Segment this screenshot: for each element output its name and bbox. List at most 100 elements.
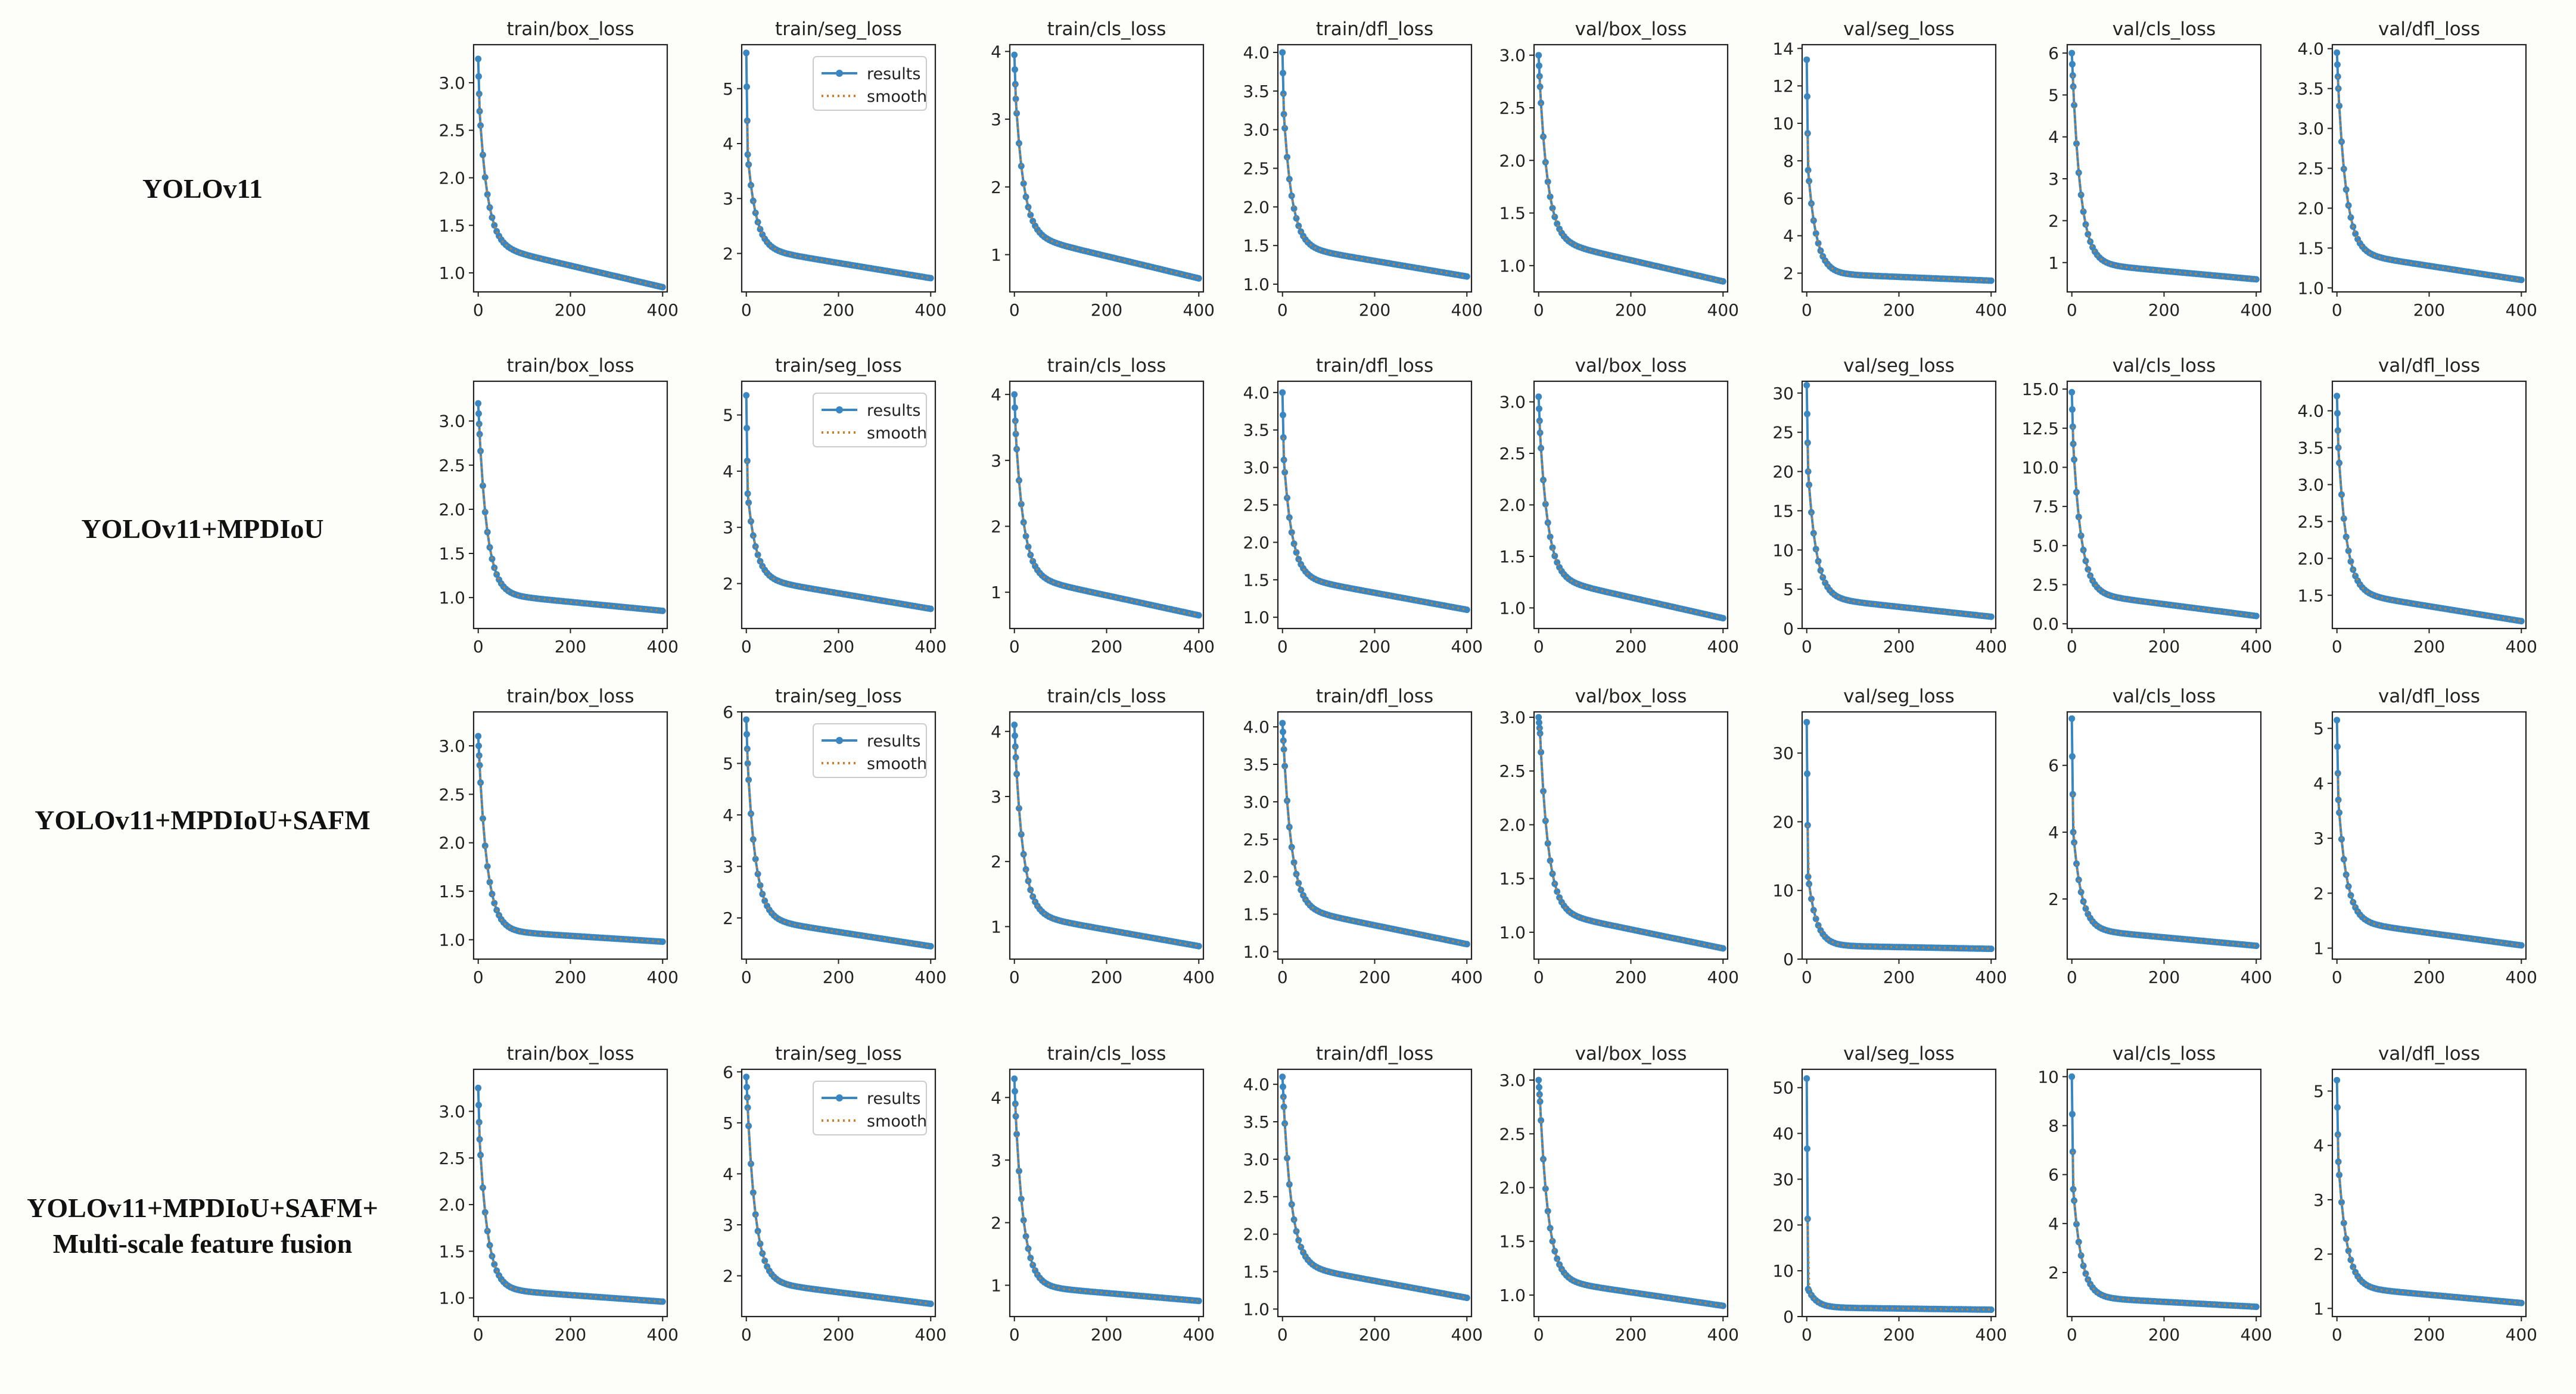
x-tick-label: 200 <box>1615 300 1647 320</box>
x-tick-label: 200 <box>2413 637 2445 656</box>
results-point <box>1547 857 1554 864</box>
x-tick-label: 0 <box>741 967 752 987</box>
results-point <box>2077 532 2085 539</box>
results-point <box>1808 509 1815 516</box>
y-tick-label: 1.0 <box>1499 923 1526 942</box>
results-point <box>2334 1076 2341 1084</box>
legend-smooth-label: smooth <box>867 88 927 106</box>
results-point <box>2340 1219 2347 1227</box>
plot-frame <box>472 1068 668 1318</box>
results-point <box>745 776 752 783</box>
y-tick-label: 3.0 <box>1499 708 1526 727</box>
y-tick-label: 3 <box>723 518 733 537</box>
plot-frame <box>2066 1068 2262 1318</box>
y-tick-label: 4.0 <box>2297 39 2324 59</box>
results-point <box>1812 915 1819 922</box>
smooth-series-line <box>2071 427 2255 617</box>
results-point <box>743 425 750 432</box>
results-point <box>1535 1076 1542 1084</box>
results-point <box>2352 230 2359 237</box>
smooth-series-line <box>2337 1134 2521 1304</box>
results-point <box>1290 540 1298 547</box>
results-point <box>1536 719 1542 726</box>
results-point <box>761 897 769 904</box>
results-point <box>1544 1208 1551 1215</box>
x-tick-label: 200 <box>2413 1325 2445 1345</box>
smooth-series-line <box>1282 1097 1466 1299</box>
plot-frame <box>1277 380 1473 630</box>
results-point <box>1554 888 1561 895</box>
chart-title: train/dfl_loss <box>1316 1043 1433 1065</box>
y-tick-label: 8 <box>1783 151 1794 171</box>
x-tick-label: 400 <box>2506 637 2537 656</box>
y-tick-label: 10 <box>1772 881 1794 901</box>
results-point <box>1012 95 1019 102</box>
smooth-series-line <box>1538 728 1722 950</box>
y-tick-label: 3.0 <box>1243 120 1270 140</box>
results-point <box>484 1228 491 1234</box>
x-tick-label: 400 <box>647 967 679 987</box>
results-point <box>1542 500 1549 508</box>
y-tick-label: 3.5 <box>2297 79 2324 99</box>
chart-title: train/dfl_loss <box>1316 18 1433 40</box>
x-tick-label: 0 <box>1277 967 1288 987</box>
results-point <box>1284 154 1290 161</box>
x-tick-label: 0 <box>1009 300 1020 320</box>
results-point <box>2075 514 2082 521</box>
y-tick-label: 6 <box>723 1062 733 1082</box>
x-tick-label: 200 <box>2148 300 2180 320</box>
y-tick-label: 3.0 <box>1243 458 1270 478</box>
y-tick-label: 2.0 <box>438 168 465 188</box>
x-tick-label: 200 <box>555 967 586 987</box>
legend-box <box>813 723 927 778</box>
results-point <box>1295 222 1302 229</box>
x-tick-label: 0 <box>473 1325 484 1345</box>
results-point <box>1027 1255 1034 1262</box>
chart-0-0: train/box_loss 1.0 1.5 2.0 2.5 3.0 0 200 400 <box>438 18 679 320</box>
y-tick-label: 3.5 <box>2297 438 2324 458</box>
results-point <box>1279 720 1286 727</box>
x-tick-label: 400 <box>1451 967 1483 987</box>
y-tick-label: 10 <box>1772 540 1794 560</box>
results-point <box>2068 49 2076 57</box>
y-tick-label: 15 <box>1772 501 1794 521</box>
results-point <box>1011 51 1018 58</box>
results-point <box>1803 382 1810 389</box>
results-point <box>2334 393 2341 400</box>
y-tick-label: 4.0 <box>1243 1075 1270 1094</box>
results-point <box>475 55 482 63</box>
results-point <box>1987 945 1995 953</box>
results-point <box>743 1073 750 1081</box>
results-point <box>1719 615 1726 622</box>
results-point <box>927 1300 934 1308</box>
results-point <box>1279 1073 1286 1081</box>
chart-2-1: train/seg_loss 2 3 4 5 6 0 200 400 results smooth <box>723 686 947 987</box>
results-point <box>477 122 484 129</box>
y-tick-label: 1 <box>991 917 1001 936</box>
x-tick-label: 400 <box>915 637 947 656</box>
y-tick-label: 1.5 <box>1499 1232 1526 1252</box>
results-point <box>1536 83 1544 91</box>
x-tick-label: 0 <box>2332 1325 2342 1345</box>
results-point <box>1987 277 1995 284</box>
results-point <box>1012 1113 1019 1120</box>
results-point <box>2085 231 2092 238</box>
x-tick-label: 400 <box>1707 637 1739 656</box>
y-tick-label: 2.0 <box>2297 549 2324 568</box>
y-tick-label: 2 <box>2313 1244 2324 1264</box>
results-point <box>475 742 482 749</box>
results-point <box>2080 1262 2087 1269</box>
x-tick-label: 200 <box>823 300 854 320</box>
results-point <box>1544 840 1551 847</box>
results-point <box>1288 844 1295 851</box>
smooth-series-line <box>478 424 662 612</box>
results-point <box>1538 1117 1545 1124</box>
y-tick-label: 5 <box>2048 85 2059 105</box>
results-point <box>2338 491 2345 498</box>
smooth-series-line <box>2071 794 2255 947</box>
y-tick-label: 3.0 <box>2297 475 2324 494</box>
results-point <box>1547 193 1554 200</box>
plot-frame <box>2066 380 2262 630</box>
y-tick-label: 1.0 <box>1499 1286 1526 1305</box>
y-tick-label: 1.5 <box>1499 204 1526 223</box>
